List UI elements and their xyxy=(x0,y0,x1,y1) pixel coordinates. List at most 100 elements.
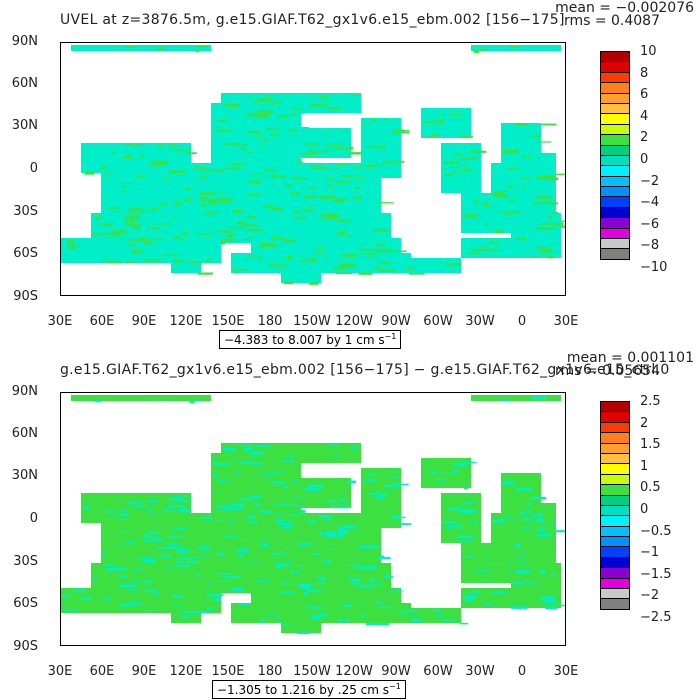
field-streak xyxy=(323,133,328,136)
field-streak xyxy=(303,592,309,595)
field-streak xyxy=(283,258,294,260)
field-streak xyxy=(284,184,292,188)
field-streak xyxy=(214,598,221,602)
field-streak xyxy=(297,583,315,586)
field-streak xyxy=(433,609,441,612)
field-streak xyxy=(244,238,248,241)
field-streak xyxy=(484,223,488,226)
ocean-region xyxy=(471,395,561,401)
field-streak xyxy=(200,204,207,206)
field-streak xyxy=(159,204,168,206)
field-streak xyxy=(354,566,366,569)
field-streak xyxy=(186,198,196,201)
field-streak xyxy=(336,619,350,622)
field-streak xyxy=(540,596,556,600)
field-streak xyxy=(468,252,479,255)
colorbar-label: −2 xyxy=(640,588,660,604)
field-streak xyxy=(125,154,132,157)
field-streak xyxy=(283,582,290,584)
field-streak xyxy=(333,506,350,509)
field-streak xyxy=(368,255,373,259)
field-streak xyxy=(196,611,211,614)
field-streak xyxy=(133,226,141,230)
lon-label: 90E xyxy=(131,664,157,679)
field-streak xyxy=(172,527,188,530)
field-streak xyxy=(143,540,158,542)
field-streak xyxy=(380,145,386,149)
field-streak xyxy=(132,250,143,253)
field-streak xyxy=(157,145,164,148)
field-streak xyxy=(339,263,356,267)
field-streak xyxy=(182,232,188,235)
ocean-region xyxy=(331,608,461,623)
field-streak xyxy=(363,124,368,126)
field-streak xyxy=(341,175,354,178)
field-streak xyxy=(76,244,81,247)
colorbar-label: 0 xyxy=(640,502,649,517)
field-streak xyxy=(153,592,159,596)
field-streak xyxy=(350,582,361,585)
ocean-region xyxy=(171,263,201,273)
field-streak xyxy=(242,224,258,227)
field-streak xyxy=(63,609,80,611)
field-streak xyxy=(270,207,284,211)
field-streak xyxy=(449,113,463,115)
field-streak xyxy=(266,94,275,97)
field-streak xyxy=(238,144,248,146)
field-streak xyxy=(199,176,207,179)
field-streak xyxy=(300,153,317,156)
field-streak xyxy=(514,238,519,240)
field-streak xyxy=(284,486,288,490)
field-streak xyxy=(399,523,412,525)
field-streak xyxy=(105,510,116,513)
field-streak xyxy=(463,501,476,503)
field-streak xyxy=(108,261,123,264)
field-streak xyxy=(520,553,526,556)
field-streak xyxy=(474,200,479,203)
field-streak xyxy=(252,173,264,175)
field-streak xyxy=(127,501,142,504)
field-streak xyxy=(246,515,256,519)
field-streak xyxy=(144,259,161,262)
colorbar-label: −0.5 xyxy=(640,523,672,539)
field-streak xyxy=(522,526,539,529)
field-streak xyxy=(316,607,321,610)
lon-label: 150W xyxy=(293,664,331,679)
field-streak xyxy=(532,514,543,517)
field-streak xyxy=(319,195,336,199)
field-streak xyxy=(174,149,191,151)
field-streak xyxy=(541,227,555,230)
field-streak xyxy=(350,579,356,582)
field-streak xyxy=(301,588,308,590)
field-streak xyxy=(119,513,130,516)
field-streak xyxy=(125,221,136,224)
field-streak xyxy=(258,98,273,102)
field-streak xyxy=(238,538,250,541)
colorbar-label: 6 xyxy=(640,87,649,103)
field-streak xyxy=(541,572,547,575)
field-streak xyxy=(379,555,385,558)
field-streak xyxy=(108,567,123,571)
field-streak xyxy=(66,240,75,244)
field-streak xyxy=(391,482,402,484)
field-streak xyxy=(501,399,511,401)
field-streak xyxy=(347,578,351,581)
field-streak xyxy=(269,612,274,616)
field-streak xyxy=(390,590,403,592)
field-streak xyxy=(550,211,559,214)
field-streak xyxy=(336,524,349,526)
field-streak xyxy=(143,580,151,583)
field-streak xyxy=(289,514,298,517)
ocean-region xyxy=(441,143,481,193)
field-streak xyxy=(160,555,177,558)
field-streak xyxy=(243,447,253,451)
field-streak xyxy=(84,172,95,175)
field-streak xyxy=(133,569,142,572)
field-streak xyxy=(352,94,362,97)
ocean-region xyxy=(221,443,361,463)
field-streak xyxy=(362,253,380,255)
field-streak xyxy=(482,202,488,205)
field-streak xyxy=(119,182,133,185)
field-streak xyxy=(496,190,508,193)
field-streak xyxy=(255,445,270,448)
